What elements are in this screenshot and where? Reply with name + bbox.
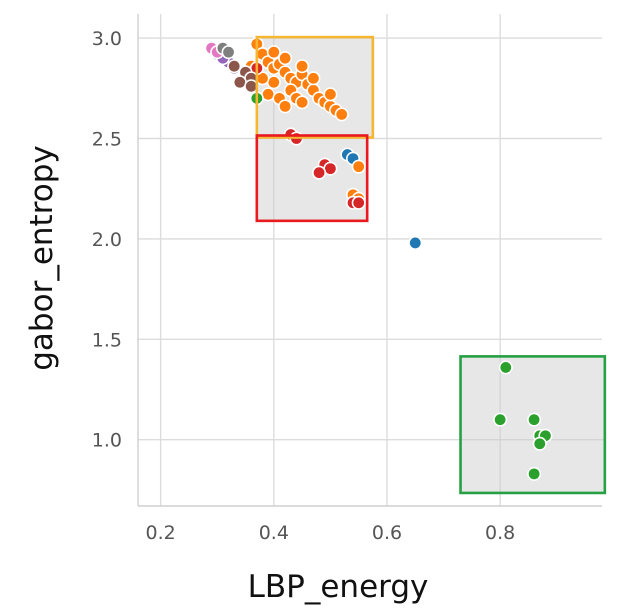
x-tick-label: 0.6 (372, 522, 402, 544)
x-tick-label: 0.8 (485, 522, 515, 544)
y-tick-label: 3.0 (92, 28, 122, 50)
highlight-box-red (255, 134, 369, 223)
scatter-point (527, 412, 542, 427)
scatter-point (244, 79, 259, 94)
scatter-point (295, 95, 310, 110)
scatter-point (498, 360, 513, 375)
scatter-point (227, 59, 242, 74)
scatter-point (351, 195, 366, 210)
y-axis-label: gabor_entropy (24, 145, 60, 371)
y-tick-label: 1.5 (92, 329, 122, 351)
y-tick-label: 2.0 (92, 229, 122, 251)
scatter-point (266, 45, 281, 60)
highlight-box-orange (255, 35, 375, 139)
highlight-boxes (256, 37, 605, 493)
axis-spines (137, 14, 602, 507)
scatter-point (278, 99, 293, 114)
scatter-point (278, 51, 293, 66)
x-axis-label: LBP_energy (248, 569, 429, 605)
highlight-box-green (459, 355, 607, 495)
scatter-point (312, 165, 327, 180)
scatter-point (532, 436, 547, 451)
scatter-point (295, 59, 310, 74)
y-tick-label: 1.0 (92, 430, 122, 452)
x-tick-label: 0.4 (259, 522, 289, 544)
scatter-point (408, 235, 423, 250)
scatter-point (306, 71, 321, 86)
data-points (204, 35, 607, 495)
x-tick-label: 0.2 (146, 522, 176, 544)
y-tick-label: 2.5 (92, 129, 122, 151)
scatter-point (527, 466, 542, 481)
tick-labels: 0.2 0.4 0.6 0.8 1.0 1.5 2.0 2.5 3.0 (92, 28, 515, 544)
scatter-point (221, 45, 236, 60)
scatter-point (323, 87, 338, 102)
scatter-point (351, 159, 366, 174)
scatter-point (493, 412, 508, 427)
scatter-point (334, 107, 349, 122)
